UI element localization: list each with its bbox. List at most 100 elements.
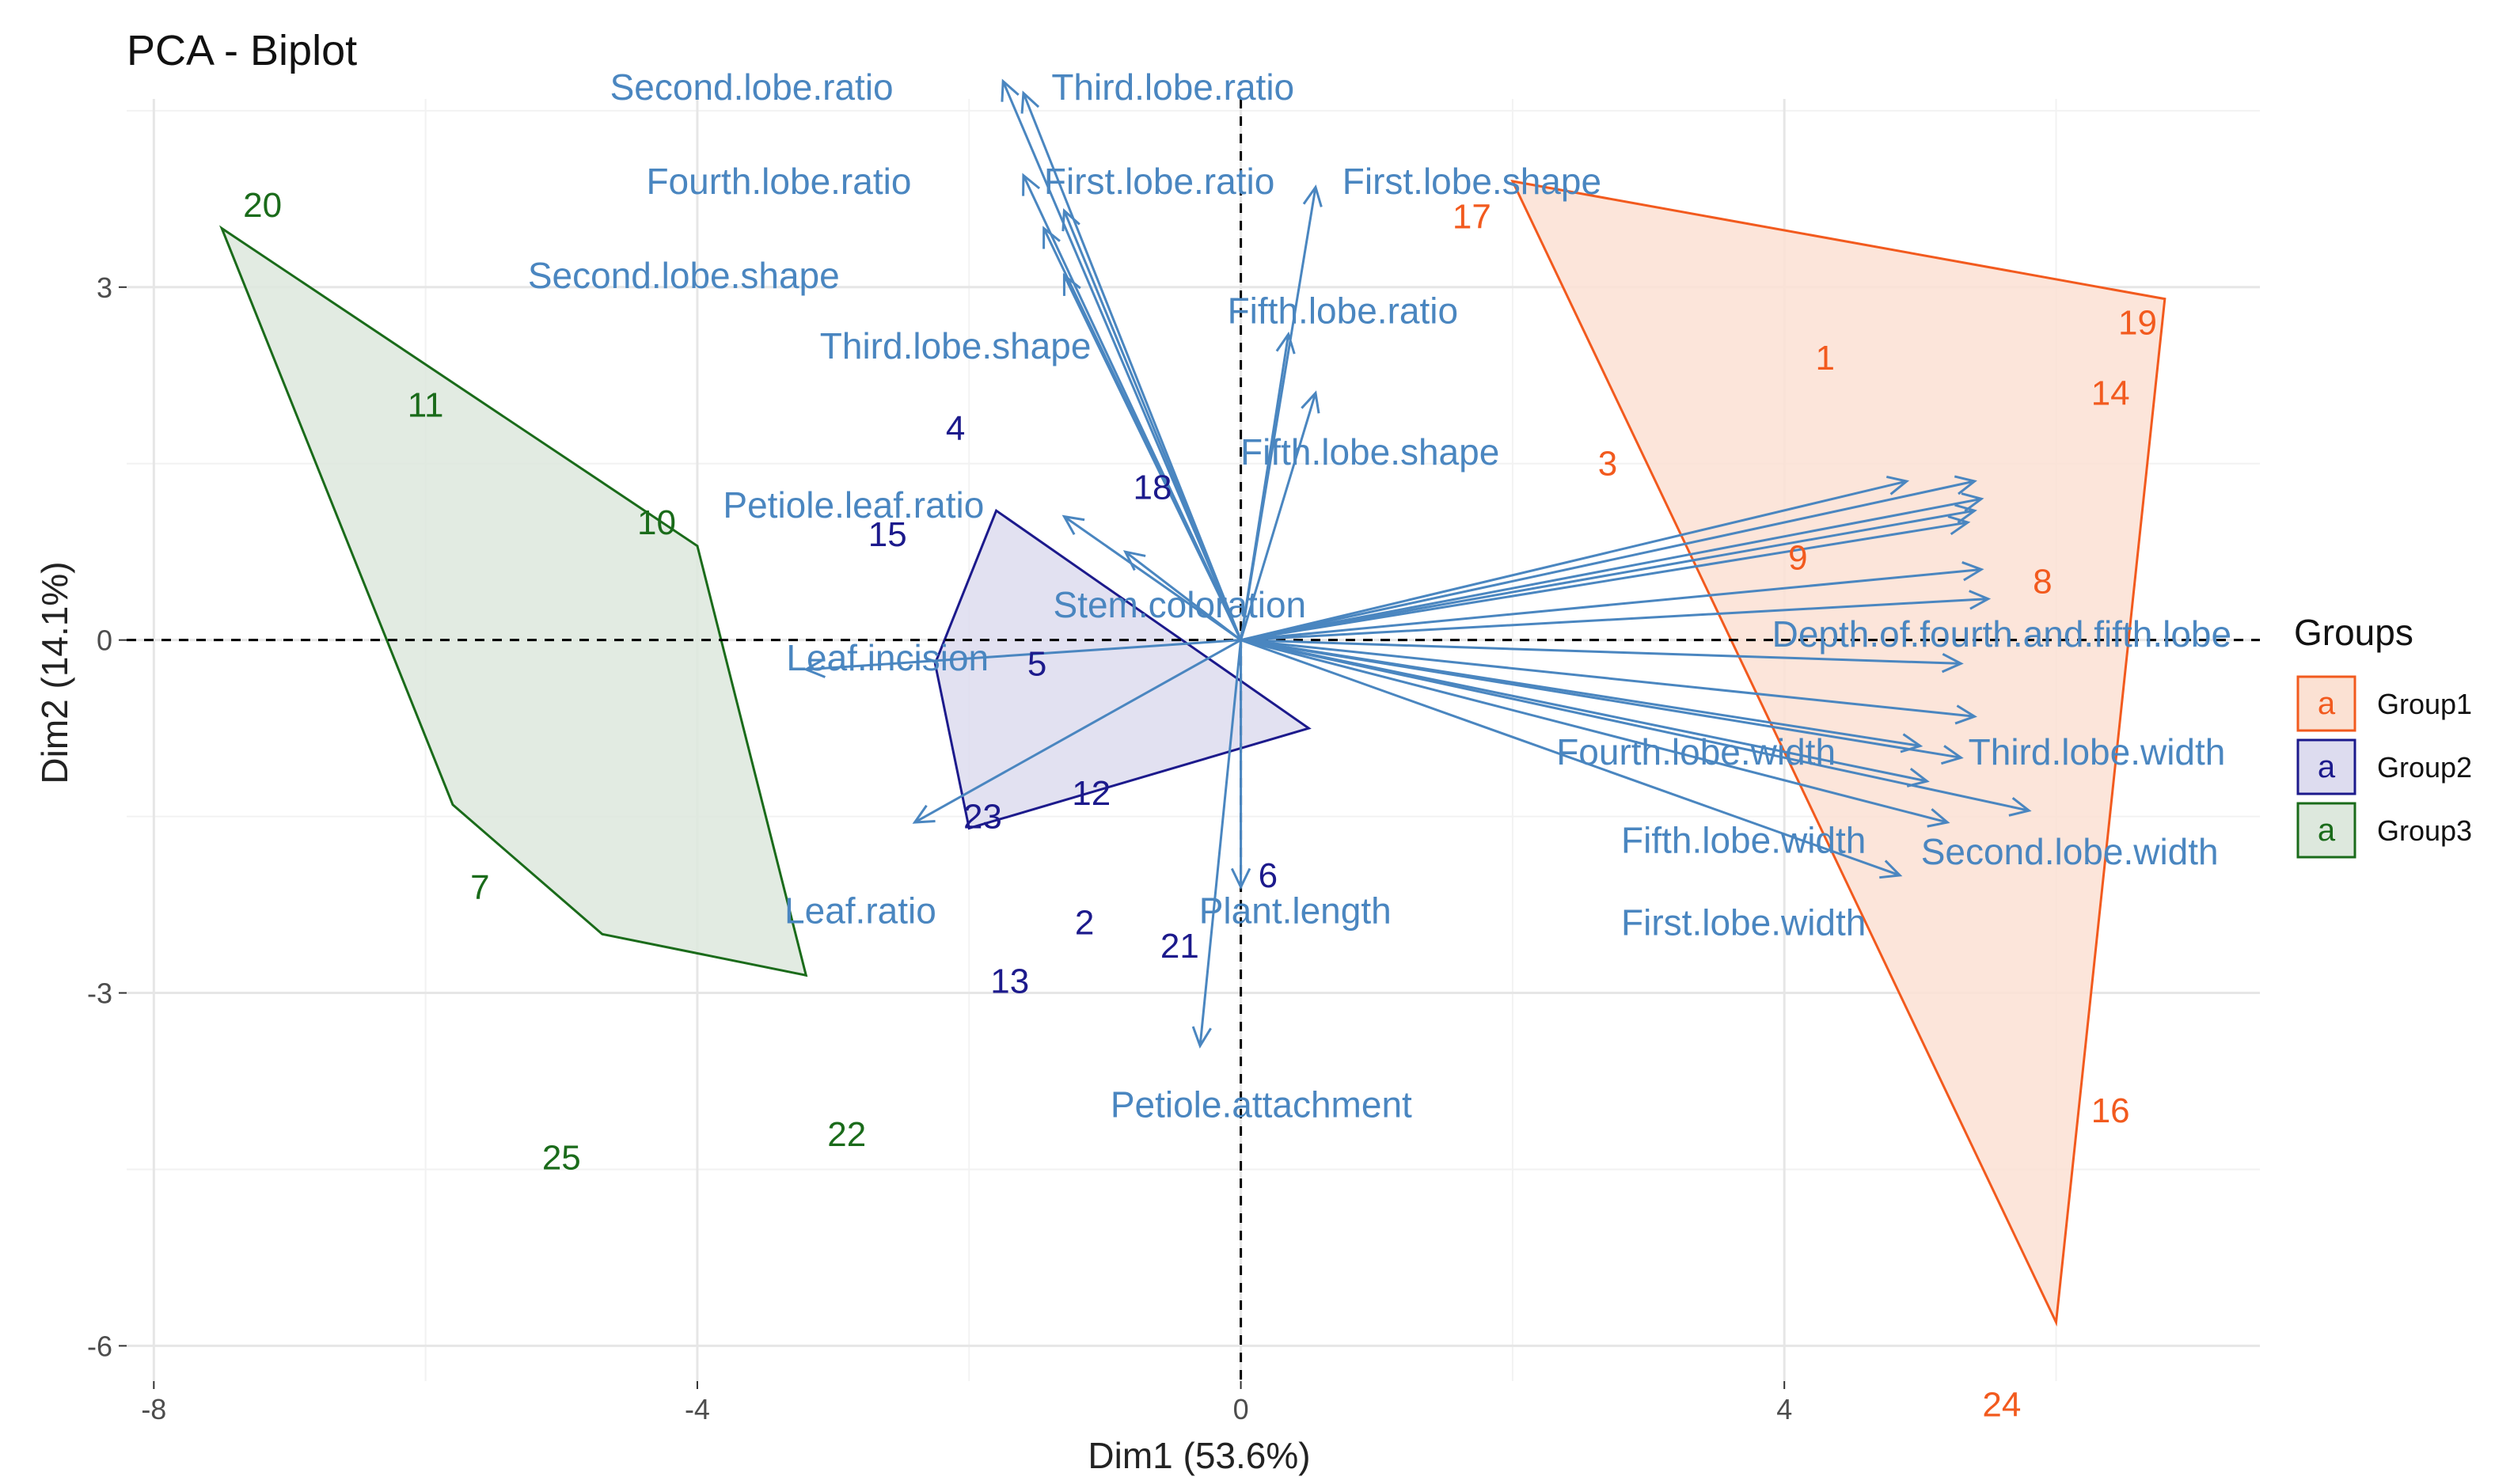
- variable-arrow-first-lobe-ratio: [1061, 208, 1242, 641]
- variable-label: Plant.length: [1199, 890, 1392, 932]
- point-label: 23: [963, 798, 1002, 837]
- variable-label: Depth.of.fourth.and.fifth.lobe: [1772, 613, 2232, 655]
- variable-label: Fifth.lobe.width: [1621, 819, 1866, 860]
- variable-label: Third.lobe.width: [1969, 731, 2226, 772]
- legend-label: Group2: [2377, 751, 2472, 784]
- point-label: 5: [1027, 644, 1046, 683]
- point-label: 21: [1160, 927, 1199, 966]
- variable-arrow-plant-length: [1230, 640, 1251, 890]
- point-label: 3: [1598, 445, 1617, 484]
- variable-arrow-second-lobe-ratio: [1001, 78, 1242, 641]
- point-label: 22: [827, 1115, 866, 1154]
- point-label: 19: [2118, 303, 2157, 342]
- hull-group3: [218, 225, 808, 977]
- y-tick-label: 3: [97, 271, 112, 304]
- point-label: 8: [2033, 562, 2052, 601]
- variable-arrow-fourth-lobe-width: [1240, 639, 1964, 765]
- x-tick-label: 4: [1776, 1393, 1792, 1425]
- legend-key-letter: a: [2318, 750, 2336, 784]
- variable-arrow-fifth-lobe-ratio: [1240, 331, 1296, 640]
- point-label: 15: [868, 515, 907, 554]
- legend-key-letter: a: [2318, 686, 2336, 721]
- variable-label: Third.lobe.shape: [820, 325, 1092, 366]
- legend-key-box: [2296, 738, 2356, 795]
- variable-arrow: [1240, 561, 1984, 642]
- variable-label: Fifth.lobe.ratio: [1228, 290, 1458, 332]
- legend-item-group3: a Group3: [2296, 802, 2472, 859]
- point-label: 16: [2091, 1091, 2130, 1130]
- variable-arrow-second-lobe-width: [1240, 639, 1950, 828]
- variable-label: First.lobe.ratio: [1044, 161, 1274, 202]
- y-tick-label: -6: [87, 1330, 112, 1362]
- variable-arrow-depth-of-fourth-and-fifth-lobe: [1240, 590, 1992, 642]
- variable-arrow-leaf-incision: [803, 639, 1241, 678]
- point-label: 6: [1259, 856, 1278, 895]
- point-label: 20: [243, 186, 282, 225]
- point-label: 17: [1453, 198, 1491, 237]
- variable-arrow-leaf-ratio: [912, 639, 1242, 824]
- variable-arrow-third-lobe-width: [1240, 639, 2032, 817]
- variable-label: Fourth.lobe.width: [1556, 731, 1836, 772]
- x-tick-label: -4: [685, 1393, 710, 1425]
- x-tick-label: 0: [1233, 1393, 1249, 1425]
- point-label: 9: [1788, 539, 1807, 578]
- point-label: 14: [2091, 374, 2130, 413]
- variable-arrow-fifth-lobe-shape: [1240, 390, 1320, 641]
- variable-arrow: [1240, 492, 1984, 642]
- legend: Groups a Group1 a Group2 a Group3: [2294, 612, 2472, 859]
- variable-label: First.lobe.width: [1621, 901, 1866, 943]
- variable-label: Leaf.incision: [786, 637, 989, 678]
- point-label: 1: [1815, 339, 1834, 378]
- legend-key-box: [2296, 802, 2356, 859]
- point-label: 2: [1075, 903, 1094, 942]
- variable-label: Third.lobe.ratio: [1051, 66, 1294, 108]
- variable-labels: Second.lobe.ratio Third.lobe.ratio Fourth.…: [528, 66, 2231, 1125]
- chart-title: PCA - Biplot: [127, 27, 357, 74]
- group-hulls: [218, 180, 2167, 1327]
- axis-ticks: -8 -4 0 4 -6 -3 0 3: [87, 271, 1792, 1425]
- point-labels: 17 19 1 14 3 9 8 16 24 4 18 15 5 12 23 2 21 13 6 20 11 10 7 25 2…: [243, 186, 2157, 1425]
- legend-label: Group3: [2377, 814, 2472, 847]
- variable-label: Second.lobe.width: [1921, 831, 2219, 872]
- legend-item-group2: a Group2: [2296, 738, 2472, 795]
- variable-arrow: [1240, 639, 1964, 674]
- point-label: 12: [1072, 774, 1111, 813]
- point-label: 4: [946, 409, 965, 448]
- variable-arrow-third-lobe-shape: [1062, 272, 1242, 641]
- variable-label: Petiole.attachment: [1111, 1084, 1412, 1125]
- legend-key-letter: a: [2318, 813, 2336, 848]
- point-label: 24: [1982, 1386, 2021, 1425]
- variable-label: Second.lobe.ratio: [610, 66, 894, 108]
- y-axis-title: Dim2 (14.1%): [34, 561, 75, 784]
- y-tick-label: 0: [97, 624, 112, 657]
- reference-lines: [127, 99, 2260, 1381]
- variable-arrow-fifth-lobe-width: [1240, 639, 1930, 788]
- point-label: 18: [1134, 468, 1172, 507]
- point-label: 25: [542, 1139, 581, 1178]
- legend-label: Group1: [2377, 688, 2472, 720]
- point-label: 10: [637, 503, 676, 542]
- point-label: 13: [990, 962, 1029, 1001]
- hull-group2: [933, 508, 1312, 830]
- variable-arrow-petiole-leaf-ratio: [1061, 514, 1242, 641]
- legend-item-group1: a Group1: [2296, 675, 2472, 732]
- variable-arrow-stem-coloration: [1122, 550, 1242, 641]
- variable-arrow-first-lobe-width: [1240, 639, 1903, 879]
- y-tick-label: -3: [87, 977, 112, 1010]
- variable-arrow: [1240, 503, 1977, 642]
- variable-arrow-petiole-attachment: [1191, 640, 1243, 1049]
- legend-title: Groups: [2294, 612, 2413, 653]
- variable-label: First.lobe.shape: [1342, 161, 1601, 202]
- variable-arrow: [1240, 475, 1910, 642]
- variable-label: Petiole.leaf.ratio: [723, 484, 984, 526]
- variable-label: Fifth.lobe.shape: [1240, 431, 1499, 473]
- variable-label: Leaf.ratio: [784, 890, 936, 932]
- point-label: 7: [470, 868, 489, 907]
- variable-label: Stem.coloration: [1054, 584, 1307, 625]
- legend-key-box: [2296, 675, 2356, 732]
- point-label: 11: [408, 385, 444, 424]
- variable-arrow: [1240, 515, 1971, 642]
- variable-arrow: [1240, 475, 1977, 642]
- x-tick-label: -8: [141, 1393, 166, 1425]
